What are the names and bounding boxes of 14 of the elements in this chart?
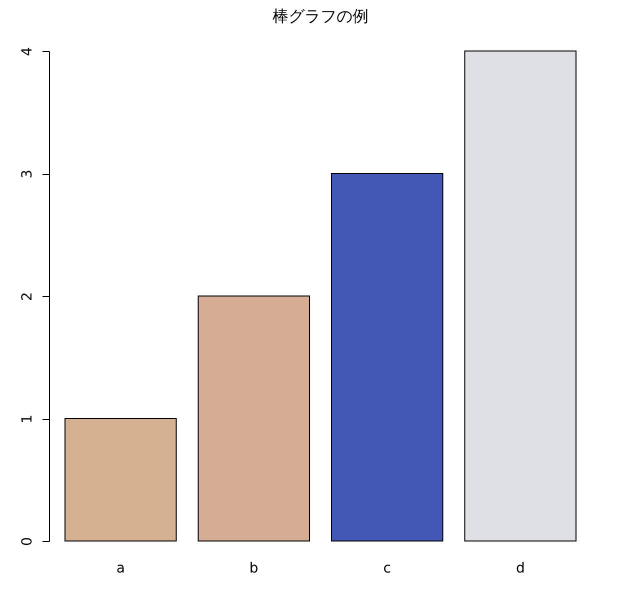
x-tick-label: d [516,560,525,576]
y-tick-label: 0 [20,537,36,546]
bar [464,50,577,542]
bar [198,296,310,542]
y-tick-label: 4 [20,46,36,56]
bar [330,173,444,542]
bar [64,418,177,542]
y-tick-label: 3 [20,170,36,178]
x-tick-label: a [116,560,125,576]
y-tick-label: 2 [20,292,36,301]
x-tick-label: b [249,560,258,576]
x-tick-label: c [383,560,391,576]
chart-title: 棒グラフの例 [272,6,368,26]
y-tick-label: 1 [20,414,36,424]
